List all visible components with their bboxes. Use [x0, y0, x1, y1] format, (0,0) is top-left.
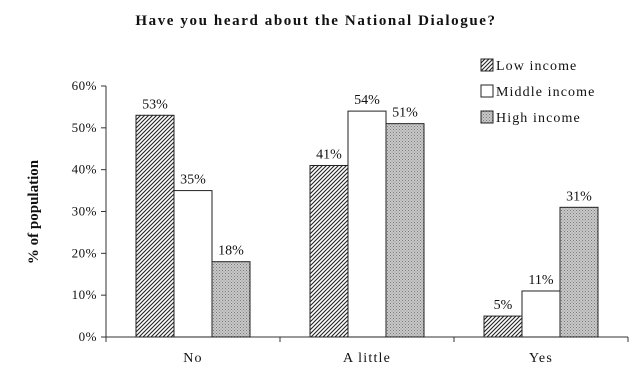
bar — [521, 290, 561, 338]
chart-title: Have you heard about the National Dialog… — [135, 13, 496, 29]
y-tick-label: 0% — [79, 329, 97, 344]
data-label: 53% — [142, 97, 168, 112]
x-category-label: No — [183, 351, 203, 366]
data-label: 11% — [528, 273, 553, 288]
legend-label: Middle income — [496, 85, 595, 100]
legend-swatch — [480, 110, 494, 124]
bar — [483, 315, 523, 338]
bar — [211, 261, 251, 338]
data-label: 18% — [218, 244, 244, 259]
data-label: 41% — [316, 147, 342, 162]
x-category-label: A little — [343, 351, 391, 366]
legend-swatch — [480, 84, 494, 98]
y-tick-label: 30% — [72, 204, 97, 219]
bars: 53% 35% 18% 41% 54% 51% 5% 11% 31% — [135, 93, 599, 338]
y-tick-label: 50% — [72, 120, 97, 135]
data-label: 51% — [392, 106, 418, 121]
bar — [309, 164, 349, 338]
bar — [347, 110, 387, 338]
data-label: 35% — [180, 173, 206, 188]
y-axis-label: % of population — [26, 159, 42, 264]
y-tick-label: 60% — [72, 78, 97, 93]
bar — [135, 114, 175, 338]
bar — [173, 190, 213, 338]
y-tick-label: 20% — [72, 245, 97, 260]
data-label: 31% — [566, 189, 592, 204]
data-label: 5% — [494, 298, 513, 313]
legend-label: High income — [496, 111, 581, 126]
bar — [385, 123, 425, 338]
legend-swatch — [480, 58, 494, 72]
x-category-label: Yes — [529, 351, 553, 366]
legend-label: Low income — [496, 59, 577, 74]
legend: Low income Middle income High income — [480, 58, 595, 126]
data-label: 54% — [354, 93, 380, 108]
y-tick-label: 10% — [72, 287, 97, 302]
y-tick-label: 40% — [72, 162, 97, 177]
bar — [559, 206, 599, 338]
